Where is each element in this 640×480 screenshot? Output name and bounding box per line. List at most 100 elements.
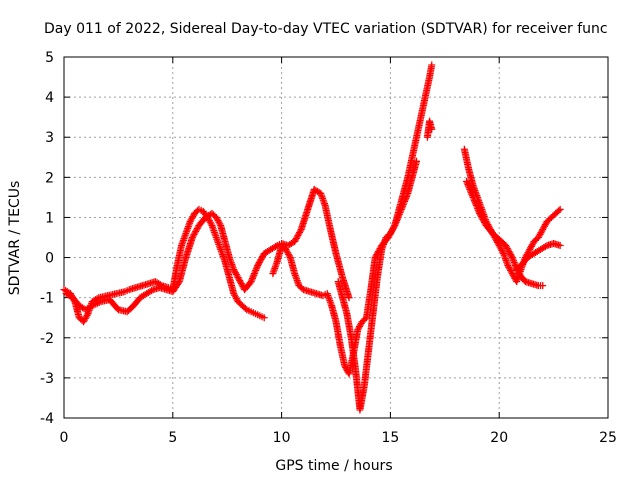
x-axis-label: GPS time / hours	[275, 458, 392, 474]
data-point	[463, 177, 471, 185]
data-point	[241, 304, 249, 312]
data-point	[296, 227, 304, 235]
data-point	[556, 242, 564, 250]
data-point	[234, 274, 242, 282]
data-point	[471, 198, 479, 206]
data-point	[468, 190, 476, 198]
data-point	[292, 235, 300, 243]
data-point	[477, 212, 485, 220]
x-tick-label: 0	[60, 430, 69, 446]
x-tick-label: 5	[168, 430, 177, 446]
data-point	[216, 220, 224, 228]
data-point	[475, 208, 483, 216]
y-tick-label: 1	[45, 210, 54, 226]
data-point	[510, 257, 518, 265]
data-point	[474, 205, 482, 213]
y-axis-label: SDTVAR / TECUs	[7, 181, 23, 296]
data-point	[480, 217, 488, 225]
data-point	[83, 311, 91, 319]
data-point	[248, 274, 256, 282]
data-point	[256, 257, 264, 265]
data-point	[236, 277, 244, 285]
x-tick-label: 20	[490, 430, 508, 446]
data-point	[235, 275, 243, 283]
data-point	[413, 157, 421, 165]
data-point	[293, 233, 301, 241]
data-point	[148, 287, 156, 295]
data-point	[499, 248, 507, 256]
data-point	[254, 260, 262, 268]
data-point	[291, 236, 299, 244]
data-point	[345, 294, 353, 302]
data-point	[472, 201, 480, 209]
data-point	[466, 185, 474, 193]
data-point	[465, 182, 473, 190]
data-point	[476, 211, 484, 219]
data-point	[468, 192, 476, 200]
x-tick-label: 15	[381, 430, 399, 446]
y-tick-label: -4	[40, 411, 54, 427]
data-point	[174, 279, 182, 287]
data-point	[472, 200, 480, 208]
data-point	[254, 262, 262, 270]
data-point	[237, 278, 245, 286]
data-point	[473, 203, 481, 211]
data-point	[504, 246, 512, 254]
data-point	[470, 197, 478, 205]
chart-grid	[64, 57, 608, 418]
plot-frame	[63, 56, 609, 419]
y-tick-label: 0	[45, 251, 54, 267]
y-tick-label: 5	[45, 50, 54, 66]
data-point	[464, 181, 472, 189]
data-point	[509, 255, 517, 263]
data-point	[428, 61, 436, 69]
data-point	[191, 229, 199, 237]
data-point	[503, 243, 511, 251]
y-tick-labels: -4 -3 -2 -1 0 1 2 3 4 5	[40, 50, 54, 427]
x-tick-label: 10	[273, 430, 291, 446]
data-point	[470, 195, 478, 203]
data-point	[247, 278, 255, 286]
data-point	[469, 193, 477, 201]
data-point	[257, 256, 265, 264]
data-point	[511, 260, 519, 268]
data-point	[250, 271, 258, 279]
data-point	[237, 280, 245, 288]
data-point	[193, 224, 201, 232]
data-point	[555, 207, 563, 215]
data-point	[252, 265, 260, 273]
data-point	[507, 252, 515, 260]
y-tick-label: 3	[45, 130, 54, 146]
data-point	[474, 206, 482, 214]
data-point	[285, 252, 293, 260]
data-point	[541, 243, 549, 251]
y-tick-label: 4	[45, 90, 54, 106]
data-point	[251, 268, 259, 276]
data-point	[207, 220, 215, 228]
data-point	[258, 254, 266, 262]
data-point	[255, 259, 263, 267]
axis-ticks	[63, 56, 609, 419]
data-point	[466, 187, 474, 195]
data-point	[506, 249, 514, 257]
data-point	[260, 314, 268, 322]
data-point	[502, 242, 510, 250]
data-point	[253, 263, 261, 271]
y-tick-label: 2	[45, 170, 54, 186]
data-point	[428, 125, 436, 133]
data-point	[192, 226, 200, 234]
y-tick-label: -3	[40, 371, 54, 387]
data-point	[467, 189, 475, 197]
data-point	[507, 251, 515, 259]
data-point	[294, 231, 302, 239]
y-tick-label: -1	[40, 291, 54, 307]
data-point	[503, 245, 511, 253]
data-points	[60, 61, 564, 414]
data-point	[539, 282, 547, 290]
data-point	[463, 179, 471, 187]
chart-title: Day 011 of 2022, Sidereal Day-to-day VTE…	[44, 21, 608, 37]
data-point	[481, 218, 489, 226]
data-point	[465, 184, 473, 192]
data-point	[249, 273, 257, 281]
